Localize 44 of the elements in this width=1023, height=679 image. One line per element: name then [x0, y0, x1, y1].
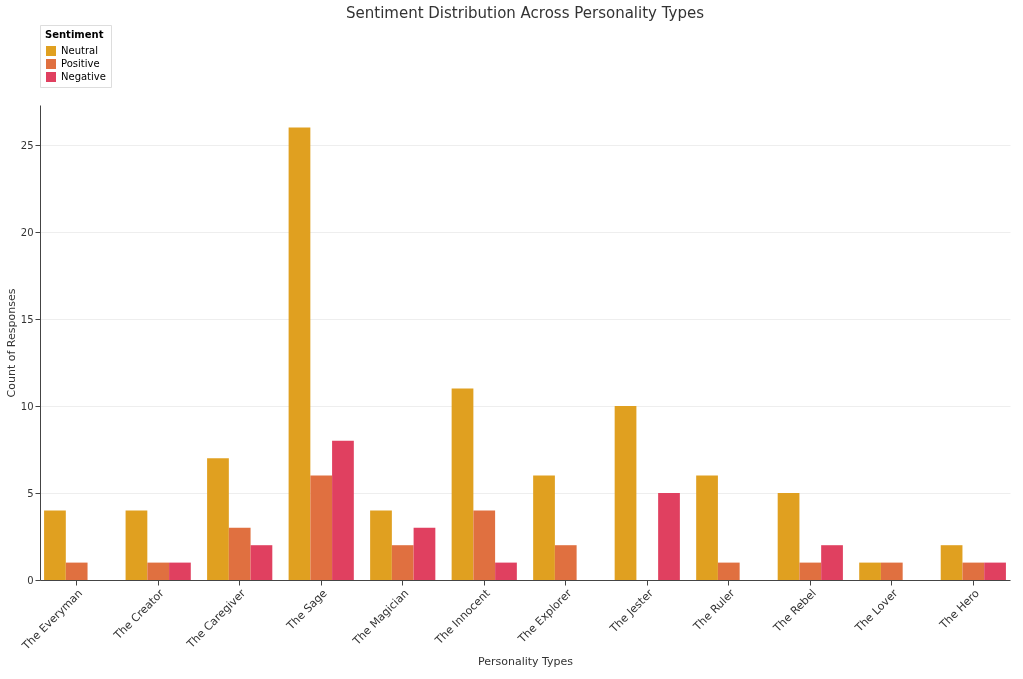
bar [125, 510, 148, 580]
bar [207, 458, 229, 580]
bar [799, 562, 822, 580]
bar [554, 545, 577, 580]
bar [495, 562, 517, 580]
chart-title: Sentiment Distribution Across Personality Types [346, 3, 705, 22]
y-tick-label: 20 [20, 226, 34, 238]
bar [370, 510, 392, 580]
bar [250, 545, 273, 580]
bar [777, 493, 800, 580]
bar [288, 127, 311, 580]
bar [332, 440, 354, 580]
legend-label: Positive [61, 58, 100, 69]
bar [821, 545, 843, 580]
bar [451, 388, 474, 580]
y-tick-label: 15 [20, 313, 34, 325]
x-axis-title: Personality Types [477, 654, 574, 668]
bar [717, 562, 740, 580]
y-tick-label: 25 [20, 139, 34, 151]
bar [614, 406, 637, 580]
bar [310, 475, 333, 580]
bar [696, 475, 718, 580]
bar [473, 510, 496, 580]
bar [413, 527, 436, 580]
bar [533, 475, 555, 580]
y-axis-title: Count of Responses [4, 288, 18, 398]
y-tick-label: 10 [20, 400, 34, 412]
legend-label: Neutral [61, 45, 98, 56]
bar [169, 562, 191, 580]
y-tick-label: 5 [27, 487, 34, 499]
legend-label: Negative [61, 71, 106, 82]
y-tick-label: 0 [27, 574, 34, 586]
bar [859, 562, 881, 580]
bar [658, 493, 680, 580]
bar [147, 562, 170, 580]
bar [44, 510, 66, 580]
bar [228, 527, 251, 580]
legend-title: Sentiment [45, 29, 104, 40]
bar [880, 562, 903, 580]
bar [391, 545, 414, 580]
bar [65, 562, 88, 580]
bar [962, 562, 985, 580]
bar [940, 545, 963, 580]
bar [984, 562, 1006, 580]
